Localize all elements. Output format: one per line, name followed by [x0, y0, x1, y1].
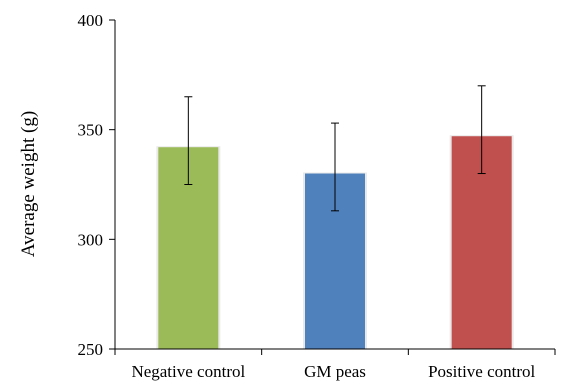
- x-ticks-layer: [114, 349, 556, 355]
- category-label: GM peas: [304, 362, 366, 381]
- y-tick-label: 400: [78, 11, 104, 30]
- category-label: Negative control: [131, 362, 245, 381]
- y-tick-label: 350: [78, 121, 104, 140]
- category-label: Positive control: [428, 362, 535, 381]
- y-ticks-layer: 250 300 350 400: [78, 11, 115, 359]
- error-bars-layer: [184, 85, 486, 212]
- y-tick-label: 250: [78, 340, 104, 359]
- category-labels-layer: Negative control GM peas Positive control: [131, 362, 535, 381]
- y-tick-label: 300: [78, 230, 104, 249]
- y-axis-label: Average weight (g): [18, 111, 39, 257]
